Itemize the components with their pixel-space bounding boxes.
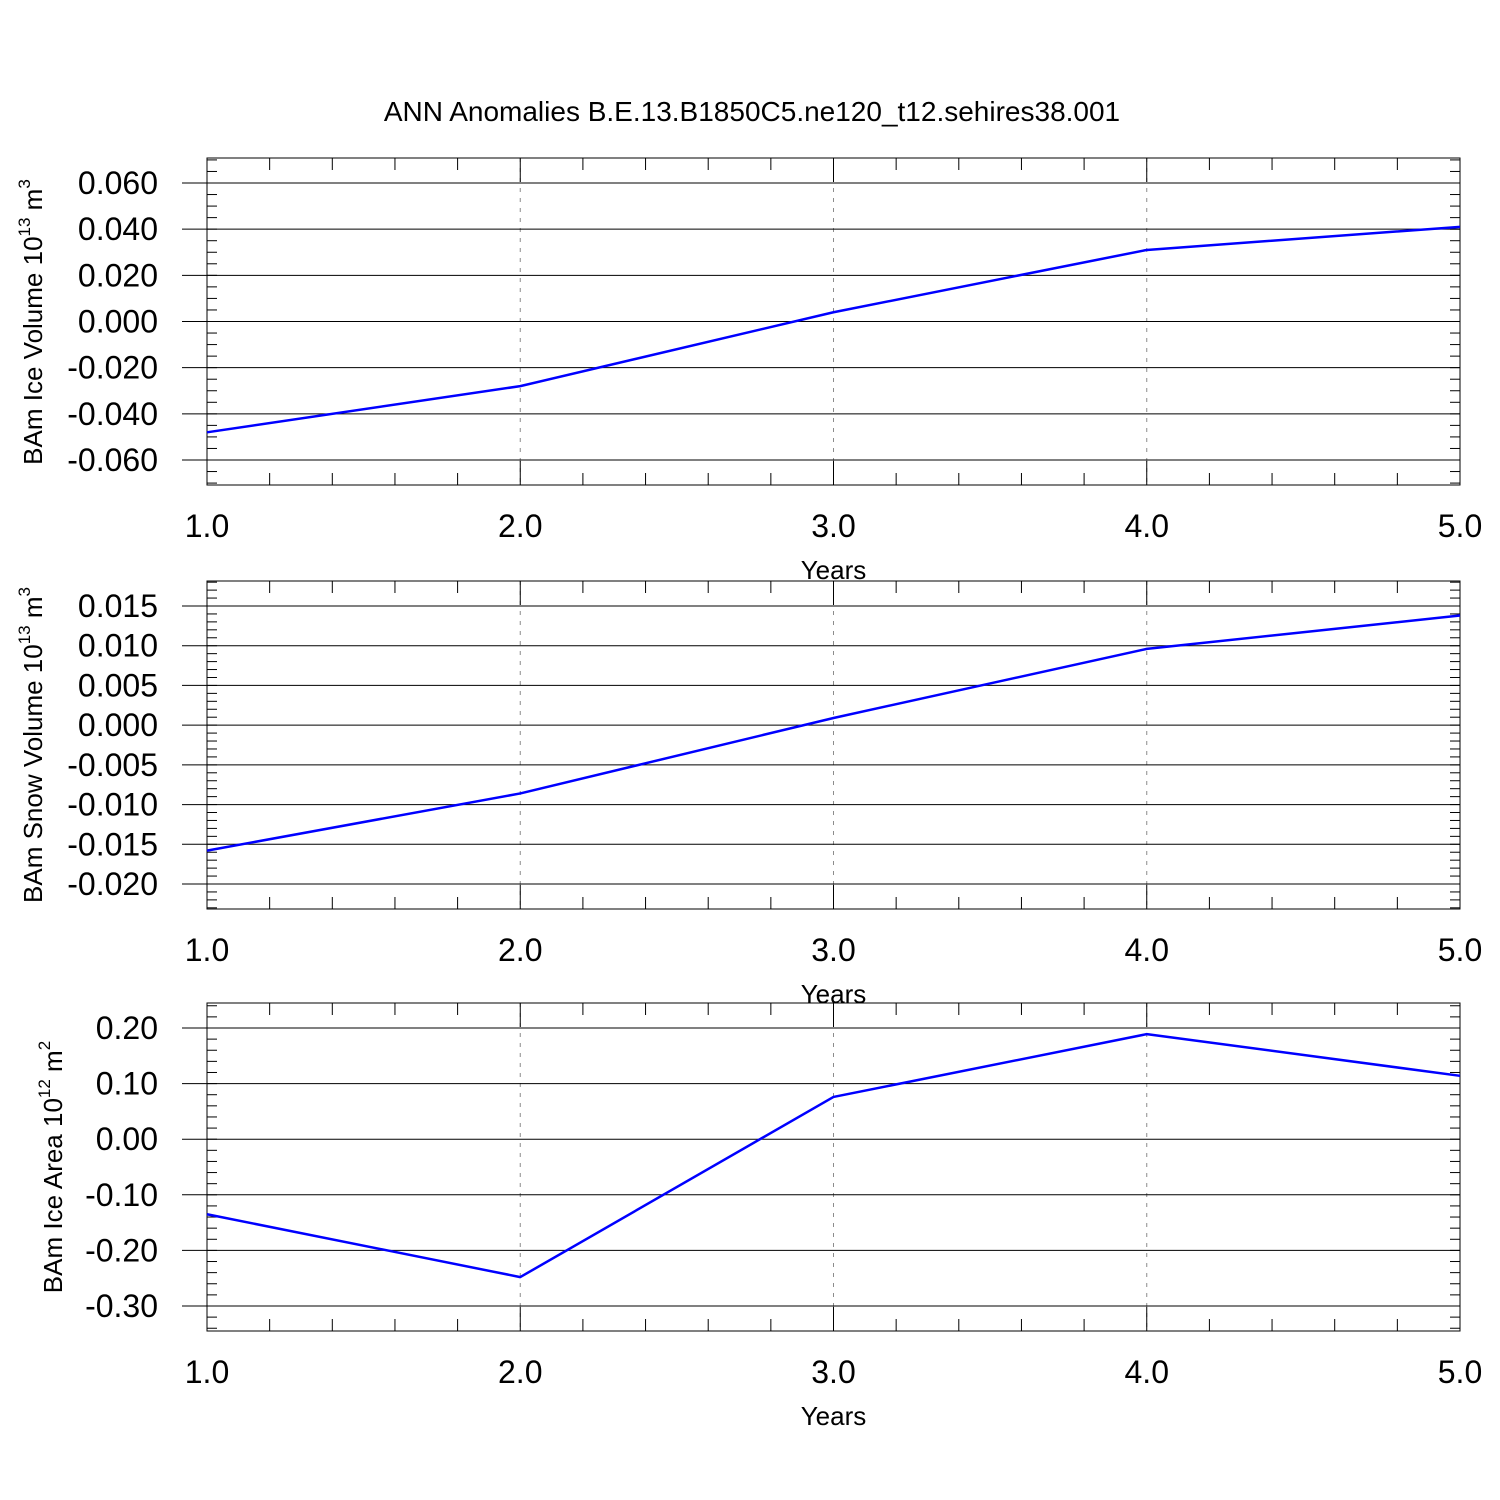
y-tick-label: -0.060 [67,442,158,478]
y-tick-label: -0.040 [67,396,158,432]
x-tick-label: 5.0 [1438,508,1482,544]
chart-title: ANN Anomalies B.E.13.B1850C5.ne120_t12.s… [384,96,1120,127]
y-tick-label: 0.010 [78,628,158,664]
y-tick-label: 0.20 [96,1010,158,1046]
panel-1: 0.060 0.040 0.020 0.000 -0.020 -0.040 -0.060 1.… [15,157,1482,585]
y-tick-label: -0.20 [85,1232,158,1268]
y-axis-label: BAm Ice Area 1012 m2 [35,1041,68,1293]
x-axis-label: Years [801,555,867,585]
x-tick-label: 3.0 [811,932,855,968]
x-tick-label: 3.0 [811,508,855,544]
y-tick-label: 0.10 [96,1066,158,1102]
x-tick-label: 2.0 [498,508,542,544]
x-tick-label: 4.0 [1125,1354,1169,1390]
x-tick-label: 4.0 [1125,508,1169,544]
y-tick-label: 0.000 [78,304,158,340]
y-axis-label: BAm Snow Volume 1013 m3 [15,587,48,903]
y-tick-label: -0.10 [85,1177,158,1213]
y-tick-label: 0.040 [78,211,158,247]
x-tick-label: 5.0 [1438,932,1482,968]
x-tick-label: 3.0 [811,1354,855,1390]
x-tick-label: 2.0 [498,1354,542,1390]
y-tick-label: 0.060 [78,165,158,201]
x-tick-label: 1.0 [185,508,229,544]
panels: 0.060 0.040 0.020 0.000 -0.020 -0.040 -0.060 1.… [15,157,1482,1431]
panel-3: 0.20 0.10 0.00 -0.10 -0.20 -0.30 1.0 2.0 3.0 4.0 5… [35,1002,1482,1431]
y-tick-label: -0.005 [67,747,158,783]
x-tick-label: 1.0 [185,1354,229,1390]
x-tick-label: 5.0 [1438,1354,1482,1390]
y-tick-label: -0.020 [67,866,158,902]
x-tick-label: 2.0 [498,932,542,968]
y-tick-label: -0.020 [67,350,158,386]
y-tick-label: -0.010 [67,787,158,823]
y-tick-label: 0.000 [78,707,158,743]
y-tick-label: 0.005 [78,667,158,703]
x-axis-label: Years [801,1401,867,1431]
y-tick-label: 0.020 [78,257,158,293]
y-tick-label: 0.015 [78,588,158,624]
y-tick-label: -0.015 [67,826,158,862]
y-axis-label: BAm Ice Volume 1013 m3 [15,179,48,465]
x-tick-label: 1.0 [185,932,229,968]
y-tick-label: 0.00 [96,1121,158,1157]
x-tick-label: 4.0 [1125,932,1169,968]
y-tick-label: -0.30 [85,1288,158,1324]
